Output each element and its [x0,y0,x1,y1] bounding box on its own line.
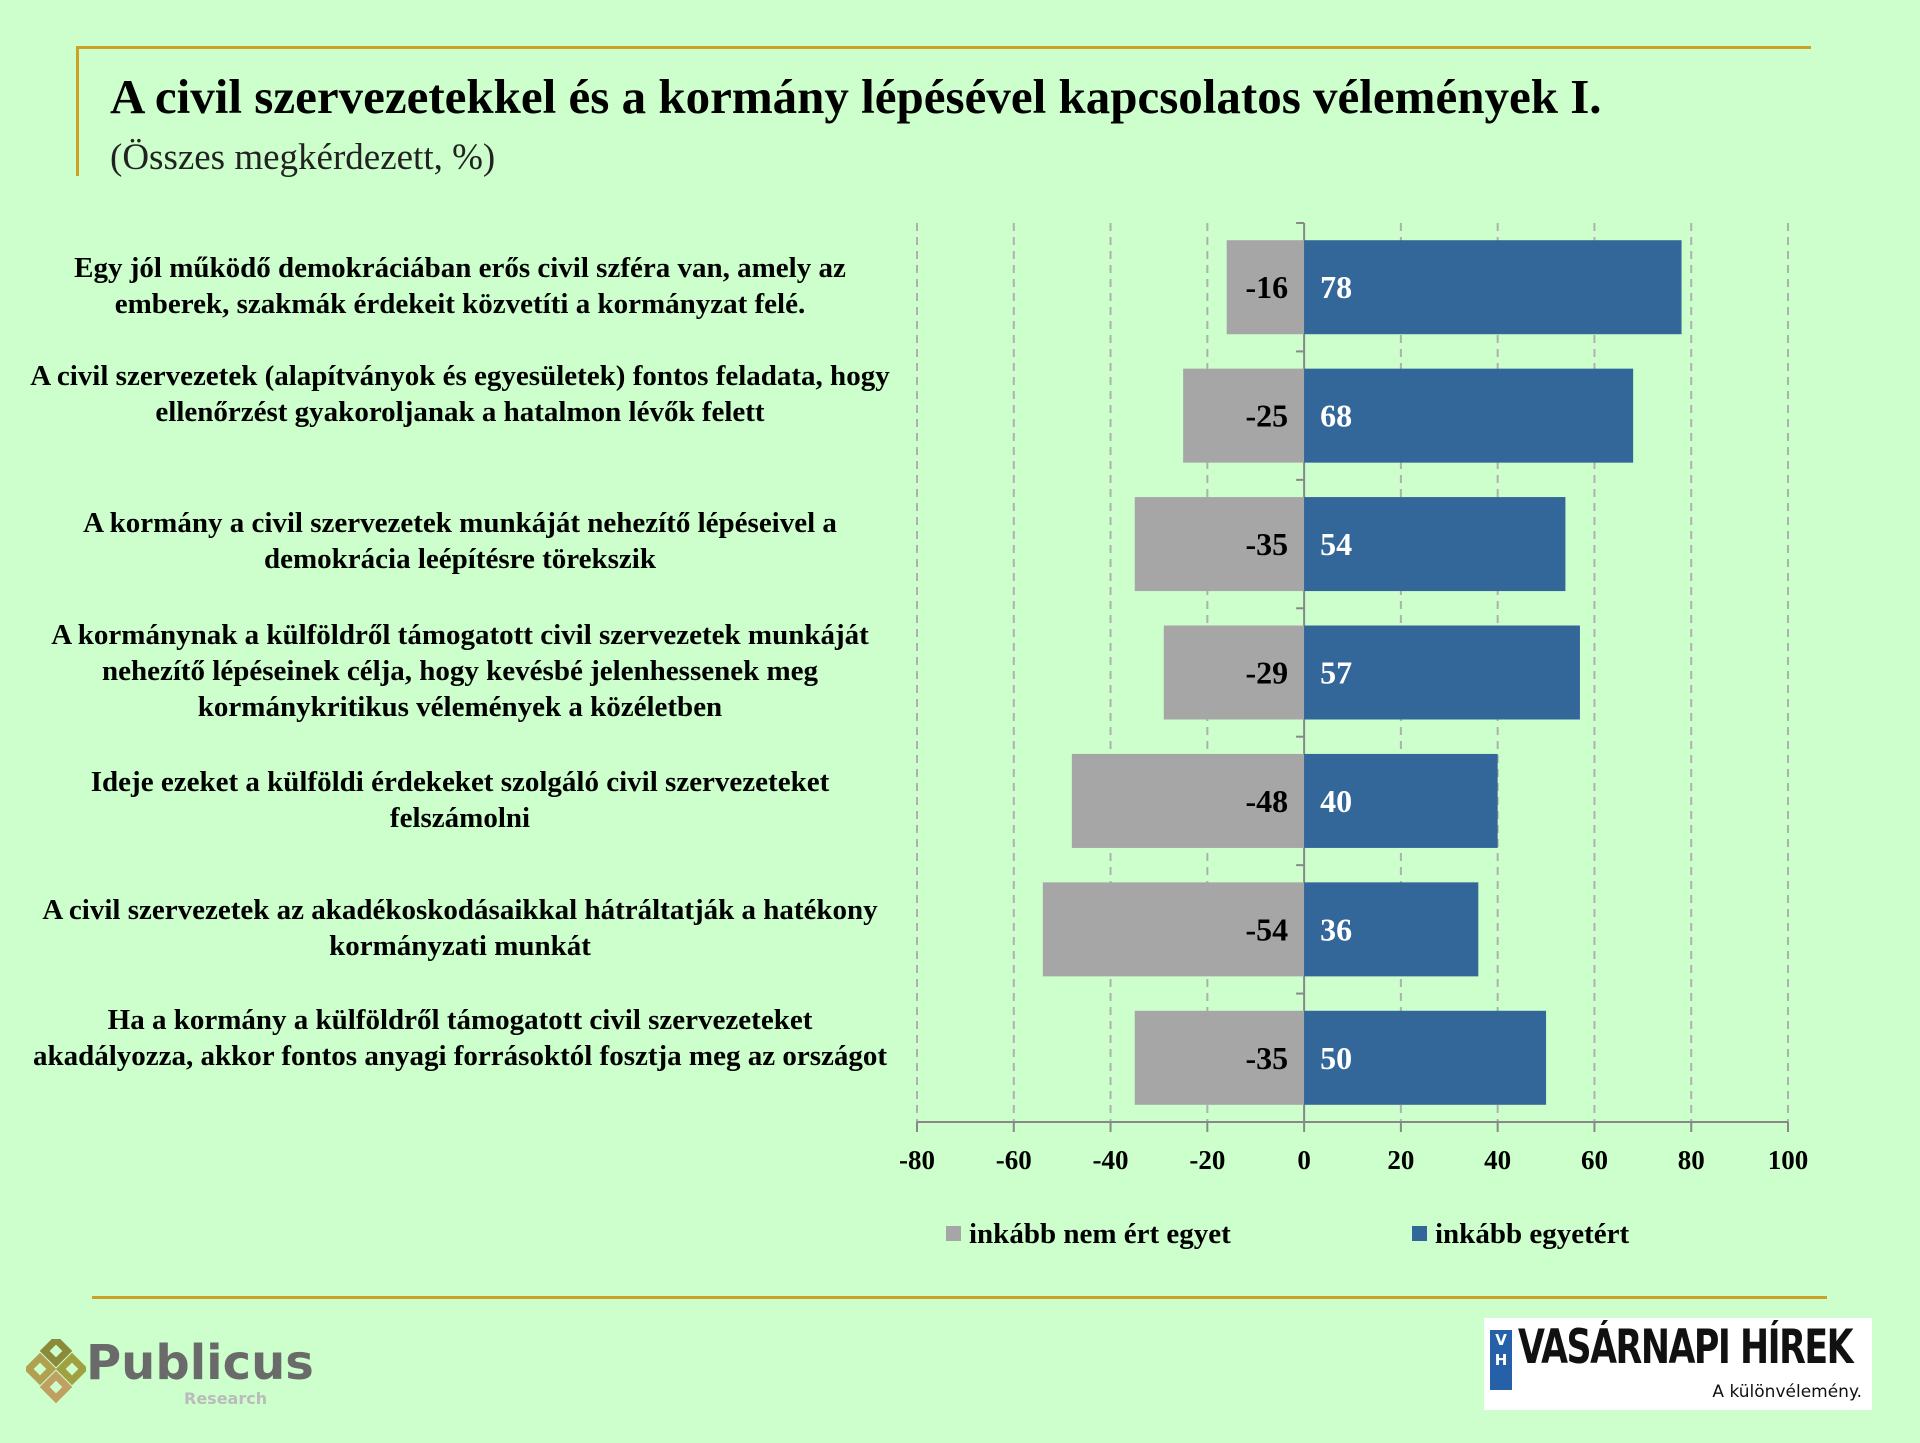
bar-disagree-4 [1163,625,1305,720]
vh-name: VASÁRNAPI HÍREK [1518,1320,1854,1375]
data-label-disagree-2: -25 [1245,398,1288,434]
x-tick-label-4: 0 [1297,1145,1311,1175]
x-tick-label-6: 40 [1484,1145,1511,1175]
x-tick-label-3: -20 [1189,1145,1225,1175]
bar-disagree-3 [1134,497,1305,592]
vh-tagline: A különvélemény. [1712,1382,1862,1402]
category-label-1: Egy jól működő demokráciában erős civil … [74,252,846,320]
category-label-4: A kormánynak a külföldről támogatott civ… [51,619,869,723]
data-label-disagree-7: -35 [1245,1040,1288,1076]
data-label-agree-7: 50 [1320,1040,1352,1076]
bar-disagree-5 [1071,753,1305,848]
bar-agree-6 [1304,882,1479,977]
data-label-disagree-4: -29 [1245,655,1288,691]
x-tick-label-5: 20 [1387,1145,1414,1175]
x-tick-label-2: -40 [1093,1145,1129,1175]
x-tick-label-1: -60 [996,1145,1032,1175]
legend-swatch-agree [1412,1226,1427,1241]
category-label-7: Ha a kormány a külföldről támogatott civ… [32,1004,888,1072]
chart-subtitle: (Összes megkérdezett, %) [110,137,496,178]
bar-agree-3 [1304,497,1566,592]
title-frame-left-rule [76,46,79,176]
legend-swatch-disagree [946,1226,961,1241]
data-label-agree-3: 54 [1320,526,1352,562]
legend-label-agree: inkább egyetért [1435,1218,1630,1250]
publicus-name: Publicus [86,1335,314,1391]
x-tick-label-8: 80 [1678,1145,1705,1175]
data-label-agree-1: 78 [1320,269,1352,305]
data-label-agree-6: 36 [1320,911,1352,947]
data-label-agree-4: 57 [1320,655,1352,691]
category-label-6: A civil szervezetek az akadékoskodásaikk… [42,894,878,962]
bar-agree-4 [1304,625,1580,720]
legend-label-disagree: inkább nem ért egyet [969,1218,1231,1250]
bar-agree-5 [1304,753,1498,848]
category-label-2: A civil szervezetek (alapítványok és egy… [30,360,890,428]
category-label-5: Ideje ezeket a külföldi érdekeket szolgá… [90,766,830,834]
publicus-subtitle: Research [184,1389,268,1408]
category-label-3: A kormány a civil szervezetek munkáját n… [83,507,837,575]
footer-rule [92,1296,1827,1299]
bar-agree-1 [1304,240,1682,335]
publicus-logo: Publicus Research [26,1335,314,1415]
title-frame-top-rule [76,46,1811,49]
chart-title: A civil szervezetekkel és a kormány lépé… [110,69,1602,124]
data-label-disagree-6: -54 [1245,911,1288,947]
bar-disagree-2 [1183,368,1305,463]
bar-disagree-1 [1226,240,1305,335]
x-tick-label-9: 100 [1768,1145,1809,1175]
publicus-diamond-icon [26,1339,86,1404]
bar-agree-2 [1304,368,1634,463]
bar-disagree-7 [1134,1010,1305,1105]
data-label-agree-5: 40 [1320,783,1352,819]
data-label-disagree-3: -35 [1245,526,1288,562]
data-label-disagree-1: -16 [1245,269,1288,305]
legend-item-disagree: inkább nem ért egyet [946,1218,1231,1251]
bar-agree-7 [1304,1010,1547,1105]
legend-item-agree: inkább egyetért [1412,1218,1629,1251]
data-label-agree-2: 68 [1320,398,1352,434]
bar-disagree-6 [1042,882,1305,977]
data-label-disagree-5: -48 [1245,783,1288,819]
x-tick-label-7: 60 [1581,1145,1608,1175]
x-tick-label-0: -80 [899,1145,935,1175]
